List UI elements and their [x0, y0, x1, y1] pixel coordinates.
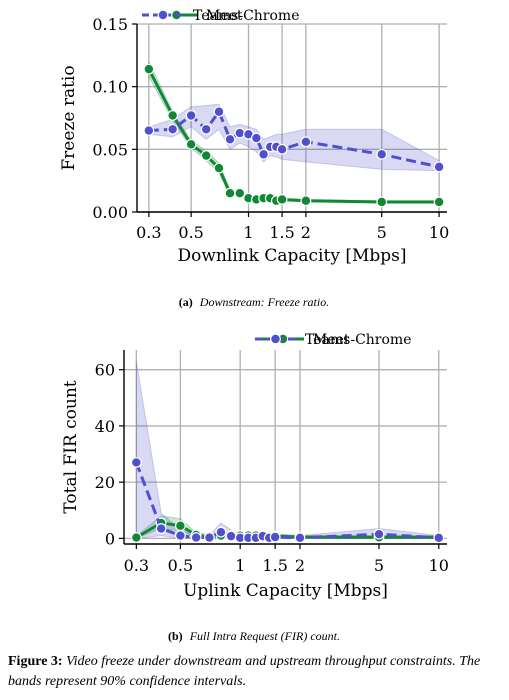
data-point-teams-chrome — [167, 123, 179, 135]
data-point-meet — [376, 196, 388, 208]
subcaption-a-label: (a) — [179, 295, 193, 309]
x-tick-label: 0.3 — [124, 556, 149, 575]
data-point-teams-chrome — [215, 526, 227, 538]
data-point-teams-chrome — [269, 531, 281, 543]
legend-label-meet: Meet — [313, 332, 350, 348]
y-tick-label: 0 — [105, 529, 115, 548]
y-tick-label: 60 — [95, 361, 115, 380]
x-tick-label: 10 — [429, 223, 449, 242]
x-tick-label: 0.3 — [136, 223, 161, 242]
y-tick-label: 0.15 — [92, 15, 128, 34]
x-tick-label: 5 — [377, 223, 387, 242]
legend-marker-teams-chrome — [270, 333, 281, 345]
x-tick-label: 1 — [243, 223, 253, 242]
data-point-teams-chrome — [190, 532, 202, 543]
data-point-teams-chrome — [373, 528, 385, 540]
data-point-teams-chrome — [433, 532, 445, 544]
x-axis-label: Downlink Capacity [Mbps] — [177, 246, 406, 266]
y-axis-label: Freeze ratio — [59, 65, 79, 170]
data-point-teams-chrome — [155, 523, 167, 534]
x-axis-label: Uplink Capacity [Mbps] — [183, 581, 388, 601]
data-point-teams-chrome — [200, 123, 212, 135]
legend-label-teams-chrome: Teams-Chrome — [305, 332, 411, 348]
data-point-meet — [300, 195, 312, 207]
data-point-meet — [167, 110, 179, 121]
data-point-teams-chrome — [294, 532, 306, 544]
data-point-teams-chrome — [433, 161, 445, 173]
legend-label-meet: Meet — [206, 8, 243, 24]
subcaption-a: (a) Downstream: Freeze ratio. — [179, 295, 329, 309]
data-point-teams-chrome — [213, 106, 225, 118]
data-point-meet — [130, 532, 142, 543]
x-tick-label: 1 — [235, 556, 245, 575]
data-point-teams-chrome — [204, 532, 215, 543]
data-point-meet — [276, 194, 288, 205]
y-tick-label: 0.10 — [92, 78, 128, 97]
figure-caption-label: Figure 3: — [8, 654, 63, 669]
figure-caption: Figure 3: Video freeze under downstream … — [8, 652, 508, 692]
data-point-meet — [175, 520, 186, 532]
data-point-meet — [185, 138, 197, 150]
y-tick-label: 0.00 — [92, 203, 128, 222]
data-point-teams-chrome — [185, 110, 197, 121]
x-tick-label: 10 — [429, 556, 449, 575]
data-point-teams-chrome — [143, 125, 155, 136]
data-point-teams-chrome — [224, 133, 236, 145]
x-tick-label: 5 — [374, 556, 384, 575]
y-tick-label: 20 — [95, 473, 115, 492]
x-tick-label: 0.5 — [168, 556, 193, 575]
subcaption-b-text: Full Intra Request (FIR) count. — [189, 629, 340, 643]
subcaption-a-text: Downstream: Freeze ratio. — [199, 295, 329, 309]
legend-marker-teams-chrome — [157, 9, 169, 21]
data-point-teams-chrome — [300, 136, 312, 148]
x-tick-label: 1.5 — [269, 223, 294, 242]
data-point-meet — [433, 196, 445, 208]
data-point-teams-chrome — [250, 132, 262, 144]
data-point-meet — [143, 63, 155, 75]
data-point-meet — [224, 187, 236, 199]
data-point-meet — [213, 162, 225, 174]
x-tick-label: 1.5 — [262, 556, 287, 575]
legend-label-teams-chrome: Teams-Chrome — [193, 8, 299, 24]
y-tick-label: 0.05 — [92, 140, 128, 159]
subcaption-b: (b) Full Intra Request (FIR) count. — [168, 629, 340, 643]
data-point-teams-chrome — [234, 127, 246, 139]
data-point-meet — [234, 187, 246, 199]
chart-freeze-ratio: 0.3 0.5 1 1.5 2 5 10 0.00 0.05 0.10 0.15 Downlink C… — [59, 8, 449, 266]
data-point-teams-chrome — [225, 530, 237, 542]
chart-fir-count: 0.3 0.5 1 1.5 2 5 10 0 20 40 60 Uplink Capacity [Mb… — [61, 332, 449, 601]
y-axis-label: Total FIR count — [61, 380, 81, 513]
data-point-teams-chrome — [258, 148, 269, 160]
data-point-meet — [200, 150, 212, 162]
data-point-teams-chrome — [130, 457, 142, 468]
x-tick-label: 0.5 — [178, 223, 203, 242]
x-tick-label: 2 — [295, 556, 305, 575]
ci-band-teams-chrome — [135, 361, 440, 539]
subcaption-b-label: (b) — [168, 629, 183, 643]
data-point-teams-chrome — [276, 143, 288, 155]
data-point-teams-chrome — [175, 530, 186, 541]
x-tick-label: 2 — [301, 223, 311, 242]
figure-caption-text: Video freeze under downstream and upstre… — [8, 654, 481, 689]
y-tick-label: 40 — [95, 417, 115, 436]
data-point-teams-chrome — [376, 148, 388, 160]
